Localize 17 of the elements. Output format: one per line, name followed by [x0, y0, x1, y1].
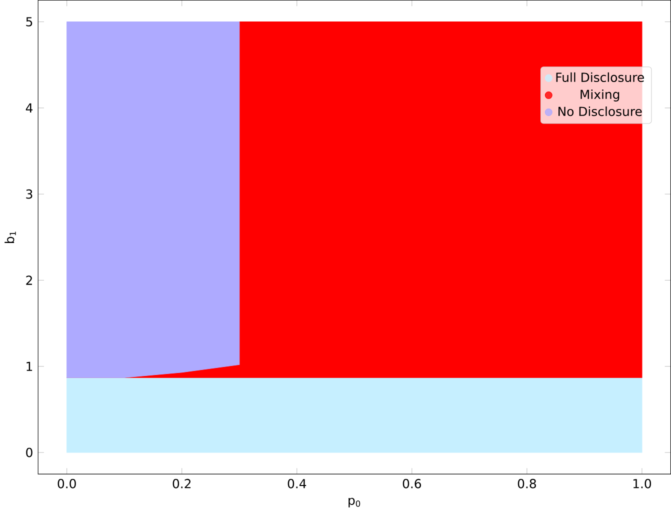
y-tick-label: 1 — [26, 362, 32, 371]
legend-label: No Disclosure — [558, 106, 642, 116]
y-tick-label: 5 — [26, 17, 32, 26]
x-tick-label: 0.8 — [518, 478, 536, 488]
legend-label: Full Disclosure — [556, 72, 644, 82]
legend-label: Mixing — [580, 89, 620, 102]
x-axis-title: p$_{0}$ — [348, 498, 360, 508]
y-tick-label: 0 — [26, 448, 32, 458]
x-tick-label: 0.4 — [288, 478, 306, 488]
y-tick-label: 4 — [26, 103, 33, 112]
x-tick-label: 0.2 — [172, 478, 191, 488]
x-tick-label: 0.6 — [402, 478, 422, 488]
y-tick-label: 2 — [26, 276, 32, 285]
x-tick-label: 0.0 — [58, 478, 76, 488]
x-tick-label: 1.0 — [633, 478, 652, 488]
y-tick-label: 3 — [26, 189, 32, 199]
y-axis-title: b$_{1}$ — [4, 232, 16, 243]
